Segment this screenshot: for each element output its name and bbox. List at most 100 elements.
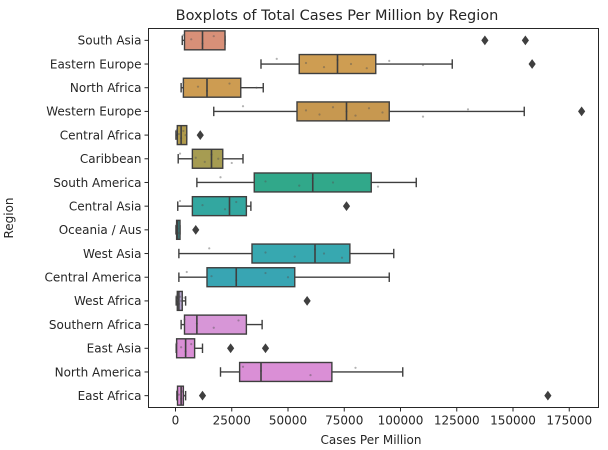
strip-point: [322, 252, 326, 255]
outlier-point: [303, 296, 311, 306]
strip-point: [190, 38, 193, 41]
strip-point: [194, 156, 197, 159]
strip-point: [298, 184, 301, 187]
outlier-point: [481, 35, 489, 46]
strip-point: [421, 115, 425, 118]
box-group-eastern-europe: [260, 53, 536, 75]
y-tick-label: South America: [53, 176, 141, 190]
box: [238, 361, 333, 383]
strip-point: [182, 81, 185, 84]
outlier-point: [544, 390, 552, 401]
y-tick-label: North America: [55, 365, 142, 379]
strip-point: [286, 276, 290, 279]
plot-frame: [148, 28, 599, 408]
box-group-caribbean: [177, 148, 244, 169]
box-group-west-africa: [175, 290, 311, 312]
x-tick-label: 25000: [213, 414, 251, 428]
y-tick-label: Oceania / Aus: [59, 223, 142, 237]
strip-point: [208, 247, 211, 250]
strip-point: [196, 85, 200, 88]
strip-point: [241, 105, 245, 108]
outlier-point: [528, 59, 536, 69]
box: [183, 30, 226, 51]
y-tick-label: East Africa: [78, 389, 142, 403]
outlier-point: [342, 201, 351, 212]
box-group-central-america: [178, 267, 390, 288]
strip-point: [246, 205, 249, 208]
x-tick-label: 175000: [546, 414, 592, 428]
strip-point: [367, 107, 371, 110]
strip-point: [340, 256, 344, 259]
box: [176, 124, 188, 146]
strip-point: [212, 326, 215, 329]
y-tick-label: Central America: [44, 271, 141, 285]
y-axis-label: Region: [2, 197, 16, 238]
y-tick-label: South Asia: [78, 34, 142, 48]
box: [191, 195, 248, 217]
strip-point: [180, 299, 183, 303]
box-group-central-africa: [175, 124, 204, 146]
strip-point: [237, 319, 240, 322]
box-group-south-america: [196, 172, 417, 193]
chart-title: Boxplots of Total Cases Per Million by R…: [176, 8, 499, 24]
strip-point: [184, 133, 187, 137]
strip-point: [190, 343, 193, 346]
strip-point: [421, 63, 425, 67]
strip-point: [177, 132, 180, 136]
strip-point: [217, 157, 220, 160]
strip-point: [241, 365, 245, 368]
strip-point: [183, 296, 186, 299]
outlier-point: [198, 390, 207, 401]
strip-point: [466, 108, 470, 111]
strip-point: [331, 181, 335, 184]
strip-point: [304, 109, 308, 112]
box-group-central-asia: [177, 195, 351, 217]
strip-point: [354, 366, 357, 369]
y-tick-label: Western Europe: [46, 105, 141, 119]
strip-point: [230, 161, 233, 165]
strip-point: [175, 294, 178, 297]
strip-point: [181, 303, 184, 307]
strip-point: [318, 113, 321, 116]
outlier-point: [261, 343, 270, 354]
x-tick-label: 125000: [434, 414, 480, 428]
y-tick-label: Central Africa: [60, 128, 142, 142]
strip-point: [264, 271, 267, 275]
strip-point: [304, 61, 308, 65]
strip-point: [293, 255, 296, 258]
box: [296, 101, 390, 122]
strip-point: [176, 389, 179, 392]
y-tick-label: West Asia: [83, 247, 141, 261]
y-tick-label: Caribbean: [80, 152, 142, 166]
x-tick-label: 100000: [378, 414, 424, 428]
box: [206, 267, 296, 288]
outlier-point: [227, 343, 235, 354]
strip-point: [219, 176, 222, 179]
box-group-east-asia: [175, 338, 270, 359]
x-axis: 0 25000 50000 75000 100000 125000 150000 175000: [172, 407, 592, 428]
strip-point: [235, 200, 238, 204]
strip-point: [183, 394, 186, 397]
strip-point: [255, 86, 258, 89]
y-tick-label: Central Asia: [69, 199, 142, 213]
box: [176, 290, 183, 312]
strip-point: [178, 199, 182, 203]
strip-point: [376, 185, 380, 188]
y-tick-label: North Africa: [70, 81, 142, 95]
box-group-west-asia: [178, 243, 395, 264]
strip-point: [175, 341, 178, 345]
box-group-oceania-aus: [175, 219, 200, 241]
strip-point: [212, 35, 215, 38]
strip-point: [185, 270, 188, 274]
strip-point: [180, 346, 183, 349]
strip-point: [203, 160, 206, 164]
x-tick-label: 0: [172, 414, 180, 428]
y-axis: South Asia Eastern Europe North Africa West…: [44, 34, 149, 403]
box-group-north-africa: [180, 77, 264, 98]
box-group-east-africa: [176, 385, 552, 406]
strip-point: [201, 204, 204, 207]
y-tick-label: East Asia: [87, 342, 142, 356]
y-tick-label: West Africa: [74, 294, 142, 308]
strip-point: [210, 275, 213, 278]
